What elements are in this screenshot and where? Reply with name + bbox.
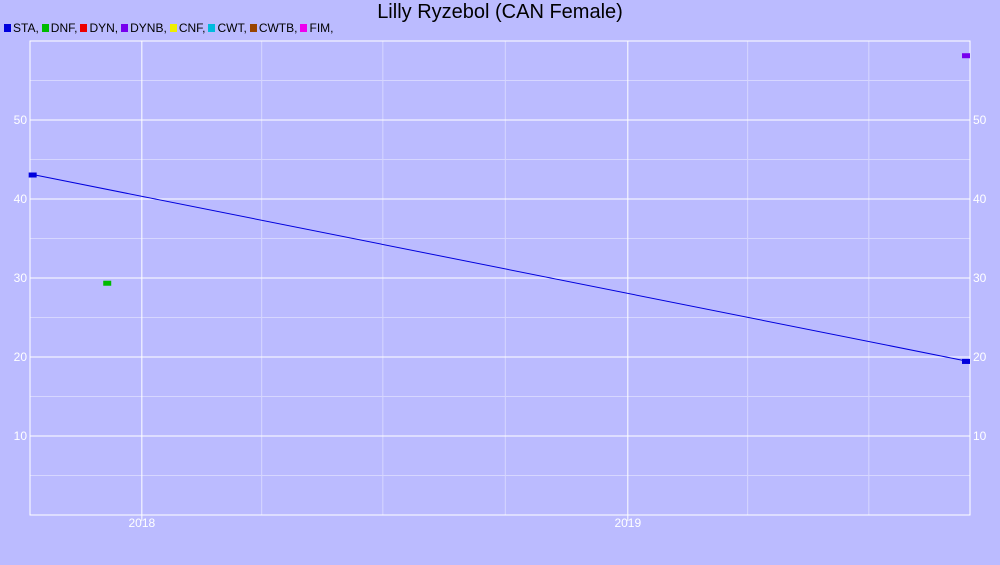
legend-swatch	[249, 24, 257, 32]
legend-label: DNF,	[50, 21, 78, 35]
legend-label: STA,	[13, 21, 39, 35]
y-tick-label-right: 40	[973, 192, 987, 206]
legend-swatch	[4, 24, 11, 32]
legend-label: DYN,	[89, 21, 119, 35]
grid	[30, 41, 970, 521]
legend-item-cnf: CNF,	[169, 21, 206, 35]
x-tick-label: 2019	[614, 516, 641, 530]
legend-label: FIM,	[309, 21, 334, 35]
legend-swatch	[300, 24, 308, 32]
legend-swatch	[121, 24, 129, 32]
legend-swatch	[208, 24, 216, 32]
x-tick-label: 2018	[128, 516, 155, 530]
series-line-sta	[32, 174, 967, 362]
legend-label: CWT,	[217, 21, 247, 35]
chart-title: Lilly Ryzebol (CAN Female)	[377, 1, 623, 23]
data-point-dnf	[103, 280, 112, 286]
y-tick-label-left: 20	[14, 350, 28, 364]
y-tick-label-left: 10	[14, 429, 28, 443]
series	[28, 53, 971, 364]
legend-swatch	[169, 24, 177, 32]
y-tick-label-right: 50	[973, 113, 987, 127]
y-tick-label-left: 40	[14, 192, 28, 206]
legend-item-cwt: CWT,	[208, 21, 247, 35]
y-tick-label-left: 50	[14, 113, 28, 127]
data-point-dynb	[962, 53, 971, 59]
legend-label: CNF,	[178, 21, 206, 35]
plot-frame	[29, 40, 971, 516]
legend-item-fim: FIM,	[300, 21, 333, 35]
y-tick-label-right: 10	[973, 429, 987, 443]
legend-item-sta: STA,	[4, 21, 39, 35]
data-point-sta	[962, 358, 971, 364]
legend-item-dnf: DNF,	[41, 21, 78, 35]
legend-item-dynb: DYNB,	[121, 21, 167, 35]
legend-swatch	[41, 24, 49, 32]
data-point-sta	[28, 172, 37, 178]
legend-item-cwtb: CWTB,	[249, 21, 298, 35]
y-tick-label-right: 30	[973, 271, 987, 285]
y-tick-label-left: 30	[14, 271, 28, 285]
tick-labels: 10 10 20 20 30 30 40 40 50 50 2018 2019	[14, 113, 987, 530]
y-tick-label-right: 20	[973, 350, 987, 364]
legend-item-dyn: DYN,	[80, 21, 118, 35]
legend-swatch	[80, 24, 88, 32]
legend: STA, DNF, DYN, DYNB, CNF, CWT, CWTB, FIM,	[4, 21, 336, 35]
legend-label: CWTB,	[258, 21, 298, 35]
legend-label: DYNB,	[130, 21, 167, 35]
